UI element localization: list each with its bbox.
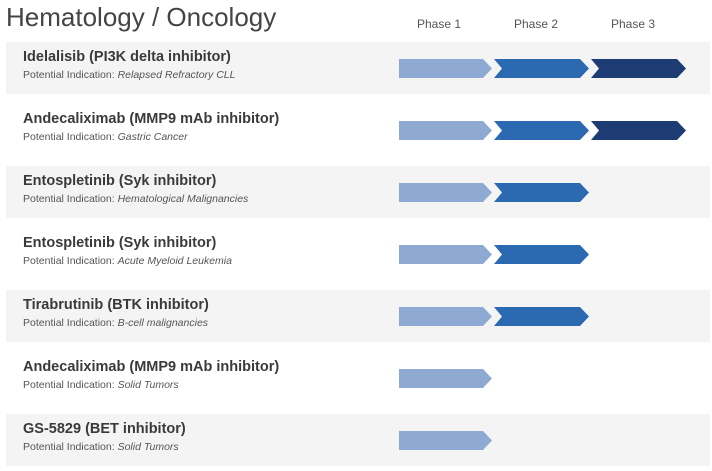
pipeline-row: GS-5829 (BET inhibitor) Potential Indicat… [6, 414, 710, 466]
pipeline-row: Tirabrutinib (BTK inhibitor) Potential In… [6, 290, 710, 342]
indication-value: B-cell malignancies [117, 317, 209, 329]
pipeline-row: Andecaliximab (MMP9 mAb inhibitor) Potent… [6, 104, 710, 156]
drug-name: Andecaliximab (MMP9 mAb inhibitor) [23, 359, 280, 375]
drug-name: Entospletinib (Syk inhibitor) [23, 173, 217, 189]
drug-name: Entospletinib (Syk inhibitor) [23, 235, 217, 251]
indication-prefix: Potential Indication: [23, 379, 115, 391]
indication-line: Potential Indication: B-cell malignancie… [23, 317, 208, 329]
phase-1-bar [399, 59, 492, 78]
drug-name: GS-5829 (BET inhibitor) [23, 421, 186, 437]
phase-bars [399, 183, 589, 202]
phase-2-bar [494, 59, 589, 78]
indication-line: Potential Indication: Solid Tumors [23, 379, 179, 391]
indication-prefix: Potential Indication: [23, 69, 115, 81]
pipeline-row: Andecaliximab (MMP9 mAb inhibitor) Potent… [6, 352, 710, 404]
phase-2-bar [494, 183, 589, 202]
phase-bars [399, 121, 686, 140]
phase-bars [399, 307, 589, 326]
indication-prefix: Potential Indication: [23, 441, 115, 453]
phase-3-bar [591, 121, 686, 140]
indication-line: Potential Indication: Acute Myeloid Leuk… [23, 255, 232, 267]
indication-prefix: Potential Indication: [23, 255, 115, 267]
page-title: Hematology / Oncology [6, 2, 277, 32]
indication-prefix: Potential Indication: [23, 193, 115, 205]
indication-value: Gastric Cancer [117, 131, 188, 143]
drug-name: Tirabrutinib (BTK inhibitor) [23, 297, 209, 313]
indication-value: Solid Tumors [117, 379, 179, 391]
phase-1-bar [399, 431, 492, 450]
phase-bars [399, 59, 686, 78]
indication-value: Solid Tumors [117, 441, 179, 453]
phase-3-header: Phase 3 [610, 17, 656, 31]
indication-line: Potential Indication: Hematological Mali… [23, 193, 248, 205]
indication-line: Potential Indication: Relapsed Refractor… [23, 69, 235, 81]
pipeline-row: Entospletinib (Syk inhibitor) Potential I… [6, 166, 710, 218]
phase-1-bar [399, 369, 492, 388]
phase-2-bar [494, 307, 589, 326]
phase-2-bar [494, 245, 589, 264]
phase-bars [399, 245, 589, 264]
indication-value: Relapsed Refractory CLL [117, 69, 236, 81]
phase-bars [399, 369, 492, 388]
indication-prefix: Potential Indication: [23, 131, 115, 143]
indication-value: Hematological Malignancies [117, 193, 249, 205]
phase-2-header: Phase 2 [513, 17, 559, 31]
indication-line: Potential Indication: Gastric Cancer [23, 131, 188, 143]
phase-1-bar [399, 121, 492, 140]
phase-3-bar [591, 59, 686, 78]
indication-value: Acute Myeloid Leukemia [117, 255, 232, 267]
drug-name: Idelalisib (PI3K delta inhibitor) [23, 49, 231, 65]
pipeline-row: Idelalisib (PI3K delta inhibitor) Potenti… [6, 42, 710, 94]
phase-2-bar [494, 121, 589, 140]
indication-prefix: Potential Indication: [23, 317, 115, 329]
indication-line: Potential Indication: Solid Tumors [23, 441, 179, 453]
phase-bars [399, 431, 492, 450]
phase-1-header: Phase 1 [416, 17, 462, 31]
phase-1-bar [399, 245, 492, 264]
phase-1-bar [399, 183, 492, 202]
drug-name: Andecaliximab (MMP9 mAb inhibitor) [23, 111, 280, 127]
pipeline-row: Entospletinib (Syk inhibitor) Potential I… [6, 228, 710, 280]
phase-1-bar [399, 307, 492, 326]
